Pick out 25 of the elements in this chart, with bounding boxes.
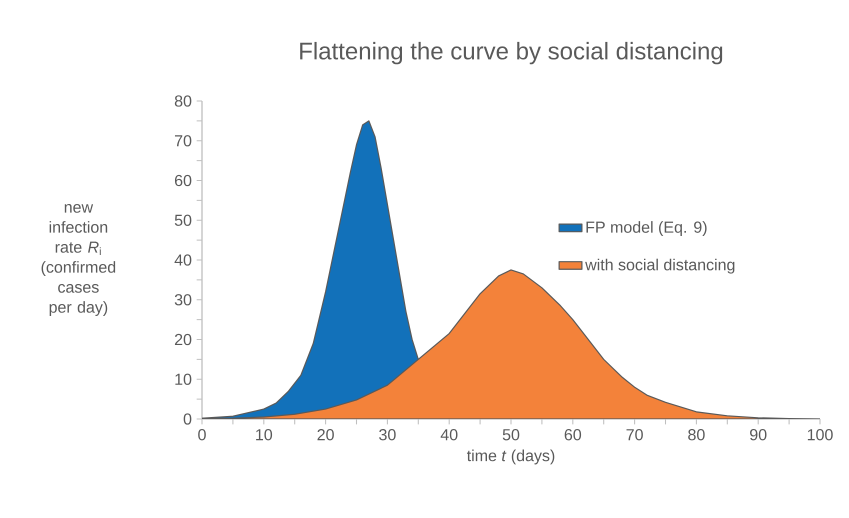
x-tick-label: 60 [564,429,582,440]
legend-label: FP model (Eq. 9) [586,221,707,236]
y-tick-label: 30 [174,294,192,306]
y-tick-label: 60 [174,174,192,186]
y-tick-label: 80 [174,95,192,107]
y-tick-label: 10 [175,374,192,385]
x-axis-title: time t (days) [466,450,554,464]
x-tick-label: 70 [626,429,643,440]
y-tick-label: 50 [174,214,192,226]
x-tick-label: 0 [198,429,206,440]
y-axis-title: new infection rate R$_{i}$ (confirmed cases per day) [42,204,116,316]
x-tick-label: 90 [750,429,766,440]
legend-label: with social distancing [585,258,734,274]
x-tick-label: 80 [688,429,705,440]
y-tick-label: 0 [184,413,192,425]
chart-title: Flattening the curve by social distancing [300,42,722,64]
x-tick-label: 20 [318,429,334,440]
x-tick-label: 10 [256,429,272,440]
x-tick-label: 50 [502,429,520,440]
y-tick-label: 20 [174,334,192,346]
x-tick-label: 40 [440,429,458,440]
x-tick-label: 30 [379,429,396,440]
y-tick-label: 70 [174,135,192,146]
y-tick-label: 40 [174,254,192,266]
x-tick-label: 100 [808,429,833,440]
